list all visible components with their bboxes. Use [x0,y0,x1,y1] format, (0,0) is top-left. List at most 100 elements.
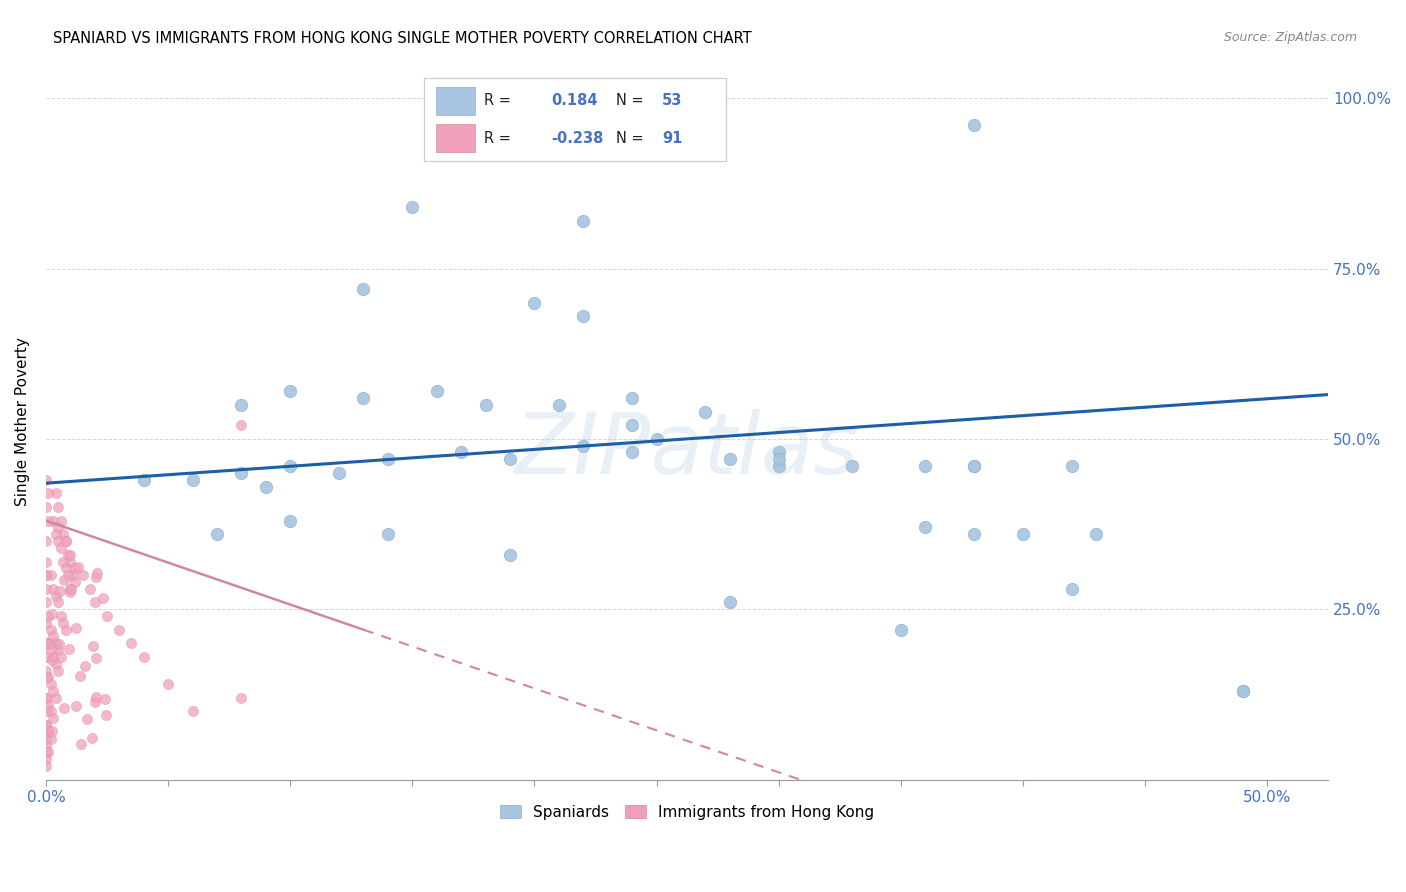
Point [65,699,87,714]
Point [42,649,65,664]
Point [56,568,79,582]
Point [45,657,67,671]
Point [46,643,69,657]
Point [42,711,65,725]
Point [37,698,59,712]
Point [86,650,108,665]
Text: SPANIARD VS IMMIGRANTS FROM HONG KONG SINGLE MOTHER POVERTY CORRELATION CHART: SPANIARD VS IMMIGRANTS FROM HONG KONG SI… [53,31,752,46]
Point [523,295,546,310]
Point [37,636,59,650]
Point [46,534,69,549]
Point [35,473,58,487]
Point [52,615,75,630]
Point [49,514,72,528]
Point [42,514,65,528]
Point [621,445,644,459]
Point [83,595,105,609]
Point [35,568,58,582]
Point [35,649,58,664]
Point [96,707,118,722]
Point [84,570,107,584]
Point [66,560,89,574]
Point [35,690,58,705]
Point [35,718,58,732]
Point [55,534,77,549]
Point [79,582,101,596]
Point [890,623,912,637]
Point [37,609,59,624]
Point [474,398,496,412]
Point [53,573,76,587]
Point [1060,582,1083,596]
Point [963,119,986,133]
Point [426,384,449,399]
Point [35,745,58,759]
Point [278,514,301,528]
Point [80,731,103,745]
Point [963,459,986,474]
Point [181,705,204,719]
Point [572,309,595,323]
Point [55,534,77,549]
Point [46,520,69,534]
Point [38,637,60,651]
Point [35,759,58,773]
Point [401,200,423,214]
Point [768,445,790,459]
Point [278,384,301,399]
Point [35,705,58,719]
Point [278,459,301,474]
Point [35,664,58,678]
Point [35,718,58,732]
Point [55,561,77,575]
Point [59,548,82,562]
Point [46,664,69,678]
Point [35,670,58,684]
Point [41,723,63,738]
Point [621,391,644,405]
Point [49,609,72,624]
Point [75,659,97,673]
Point [56,548,79,562]
Point [42,582,65,596]
Point [450,445,472,459]
Point [132,473,155,487]
Point [65,574,87,589]
Point [52,701,75,715]
Point [231,466,253,480]
Point [1232,684,1254,698]
Point [59,555,82,569]
Point [205,527,228,541]
Point [181,473,204,487]
Text: ZIPatlas: ZIPatlas [515,409,859,492]
Point [84,695,107,709]
Point [1060,459,1083,474]
Point [48,584,70,599]
Point [69,737,91,751]
Point [59,582,82,596]
Point [35,690,58,705]
Point [39,643,62,657]
Point [82,639,104,653]
Point [377,452,399,467]
Point [37,486,59,500]
Point [718,595,741,609]
Point [45,636,67,650]
Text: Source: ZipAtlas.com: Source: ZipAtlas.com [1223,31,1357,45]
Point [94,692,117,706]
Point [39,731,62,746]
Point [39,623,62,637]
Point [231,690,253,705]
Point [499,452,522,467]
Point [86,566,108,580]
Point [39,705,62,719]
Point [65,561,87,575]
Point [52,555,75,569]
Point [52,527,75,541]
Point [572,214,595,228]
Point [35,555,58,569]
Point [59,585,82,599]
Point [39,677,62,691]
Point [353,282,375,296]
Point [55,623,77,637]
